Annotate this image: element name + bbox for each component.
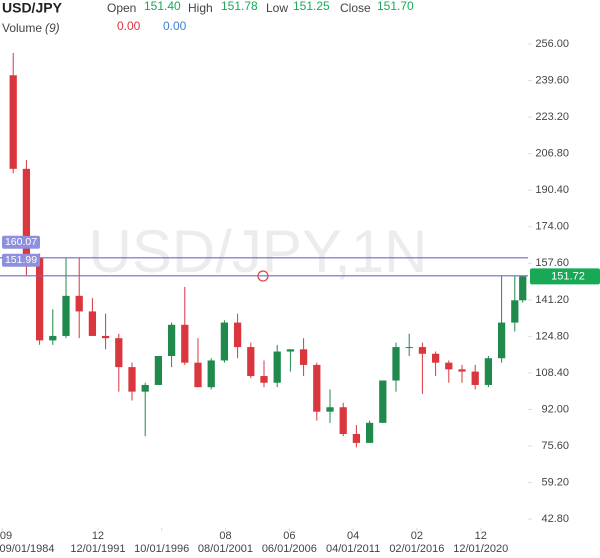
candle-body (194, 362, 202, 388)
candle-body (418, 347, 427, 354)
legend-value: 151.40 (144, 0, 181, 13)
legend-label: Close (340, 1, 371, 15)
x-tick-label: 09/01/1984 (0, 543, 55, 555)
x-tick-label: 02/01/2016 (389, 543, 444, 555)
candle-body (154, 355, 163, 385)
x-tick-month: 09 (0, 530, 12, 542)
x-tick-label: 06/01/2006 (262, 543, 317, 555)
candle-body (365, 422, 374, 443)
legend-label: Open (107, 1, 136, 15)
y-tick-label: 124.80 (535, 330, 569, 342)
y-tick-label: 223.20 (535, 111, 569, 123)
candle-body (88, 311, 97, 336)
y-tick-label: 42.80 (541, 513, 569, 525)
candle-body (299, 349, 308, 365)
candle-body (22, 168, 31, 258)
candle-body (62, 295, 70, 336)
candle-body (392, 347, 400, 381)
candle-body (167, 324, 176, 356)
x-tick-month: 04 (347, 530, 359, 542)
volume-value: 0.00 (163, 19, 187, 33)
y-tick-label: 75.60 (541, 440, 569, 452)
candle-body (128, 367, 136, 392)
x-tick-label: 12/01/1991 (70, 543, 125, 555)
x-tick-month: 08 (219, 530, 231, 542)
candle-body (313, 364, 321, 412)
candle-body (511, 300, 519, 323)
candle-body (141, 384, 149, 392)
y-tick-label: 190.40 (535, 184, 569, 196)
y-tick-label: 59.20 (541, 476, 569, 488)
candle-body (339, 407, 347, 434)
candle-body (260, 376, 268, 383)
candle-body (497, 322, 506, 359)
y-tick-label: 239.60 (535, 75, 569, 87)
volume-value: 0.00 (117, 19, 141, 33)
candle-body (247, 347, 255, 377)
candle-body (458, 369, 466, 372)
symbol: USD/JPY (2, 0, 63, 16)
x-tick-month: 06 (283, 530, 295, 542)
candle-body (220, 322, 229, 361)
legend-label: High (188, 1, 213, 15)
price-line-tag (2, 253, 40, 267)
candle-body (9, 75, 17, 169)
price-line-tag (2, 235, 40, 249)
y-tick-label: 141.20 (535, 294, 569, 306)
y-tick-label: 157.60 (535, 257, 569, 269)
candle-body (49, 335, 57, 341)
y-tick-label: 256.00 (535, 38, 569, 50)
legend-label: Low (266, 1, 288, 15)
candle-body (471, 371, 479, 385)
last-price-tag (530, 268, 600, 285)
volume-period: (9) (45, 21, 60, 35)
last-price-label: 151.72 (551, 270, 585, 282)
candle-body (431, 353, 440, 363)
price-line-label: 160.07 (5, 236, 37, 248)
candle-body (379, 380, 387, 423)
y-tick-label: 206.80 (535, 148, 569, 160)
candle-body (181, 324, 189, 363)
candle-body (519, 276, 527, 301)
candle-body (273, 351, 281, 383)
x-tick-label: 10/01/1996 (134, 543, 189, 555)
legend-value: 151.25 (293, 0, 330, 13)
candle-body (233, 322, 242, 348)
candle-body (115, 338, 123, 368)
legend-value: 151.78 (221, 0, 258, 13)
candle-body (484, 358, 493, 385)
candle-body (101, 335, 110, 339)
candle-body (75, 295, 83, 312)
candle-body (286, 349, 295, 352)
y-tick-label: 108.40 (535, 367, 569, 379)
legend-value: 151.70 (377, 0, 414, 13)
x-tick-label: 12/01/2020 (453, 543, 508, 555)
y-tick-label: 174.00 (535, 221, 569, 233)
x-tick-month: 12 (92, 530, 104, 542)
candle-body (352, 433, 361, 443)
x-tick-month: 02 (411, 530, 423, 542)
y-tick-label: 92.00 (541, 403, 569, 415)
x-tick-month: 12 (475, 530, 487, 542)
candle-body (445, 362, 453, 370)
candle-body (326, 407, 334, 412)
price-line-label: 151.99 (5, 254, 37, 266)
x-tick-label: 08/01/2001 (198, 543, 253, 555)
candle-body (405, 347, 413, 349)
x-tick-label: 04/01/2011 (326, 543, 380, 555)
candle-body (207, 360, 215, 388)
candle-body (35, 257, 44, 341)
volume-label: Volume (2, 21, 42, 35)
